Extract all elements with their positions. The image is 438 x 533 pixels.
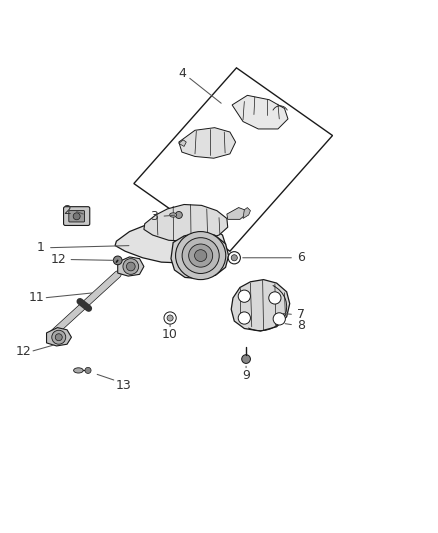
Circle shape xyxy=(127,262,135,271)
Circle shape xyxy=(269,292,281,304)
Ellipse shape xyxy=(176,231,226,280)
Text: 11: 11 xyxy=(28,292,44,304)
Text: 1: 1 xyxy=(37,241,45,254)
Polygon shape xyxy=(243,207,251,219)
Circle shape xyxy=(52,330,66,344)
Circle shape xyxy=(85,367,91,374)
Text: 12: 12 xyxy=(50,253,66,266)
Polygon shape xyxy=(46,328,71,346)
Text: 8: 8 xyxy=(297,319,305,332)
Text: 13: 13 xyxy=(116,379,132,392)
Polygon shape xyxy=(179,128,236,158)
Circle shape xyxy=(113,256,122,265)
Circle shape xyxy=(273,313,286,325)
Text: 7: 7 xyxy=(297,308,305,321)
Circle shape xyxy=(123,259,139,274)
Circle shape xyxy=(238,290,251,302)
Polygon shape xyxy=(179,140,186,147)
Text: 3: 3 xyxy=(150,210,158,223)
Text: 9: 9 xyxy=(242,369,250,382)
Ellipse shape xyxy=(182,238,219,273)
Circle shape xyxy=(164,312,176,324)
Circle shape xyxy=(55,334,62,341)
Text: 4: 4 xyxy=(178,67,186,80)
Polygon shape xyxy=(231,280,290,331)
Text: 2: 2 xyxy=(63,204,71,217)
Circle shape xyxy=(167,315,173,321)
FancyBboxPatch shape xyxy=(69,211,85,222)
Circle shape xyxy=(238,312,251,324)
Circle shape xyxy=(242,354,251,364)
Polygon shape xyxy=(227,207,245,220)
Polygon shape xyxy=(232,95,288,129)
Circle shape xyxy=(175,212,182,219)
Text: 10: 10 xyxy=(162,328,178,341)
Circle shape xyxy=(231,255,237,261)
Ellipse shape xyxy=(170,213,177,217)
Circle shape xyxy=(73,213,80,220)
Text: 6: 6 xyxy=(297,251,305,264)
Ellipse shape xyxy=(74,368,83,373)
Text: 12: 12 xyxy=(15,345,31,358)
Polygon shape xyxy=(115,220,226,263)
Circle shape xyxy=(228,252,240,264)
Polygon shape xyxy=(171,232,229,279)
Ellipse shape xyxy=(189,244,213,267)
Polygon shape xyxy=(118,257,144,276)
FancyBboxPatch shape xyxy=(64,207,90,225)
Polygon shape xyxy=(144,205,228,241)
Ellipse shape xyxy=(194,249,207,262)
